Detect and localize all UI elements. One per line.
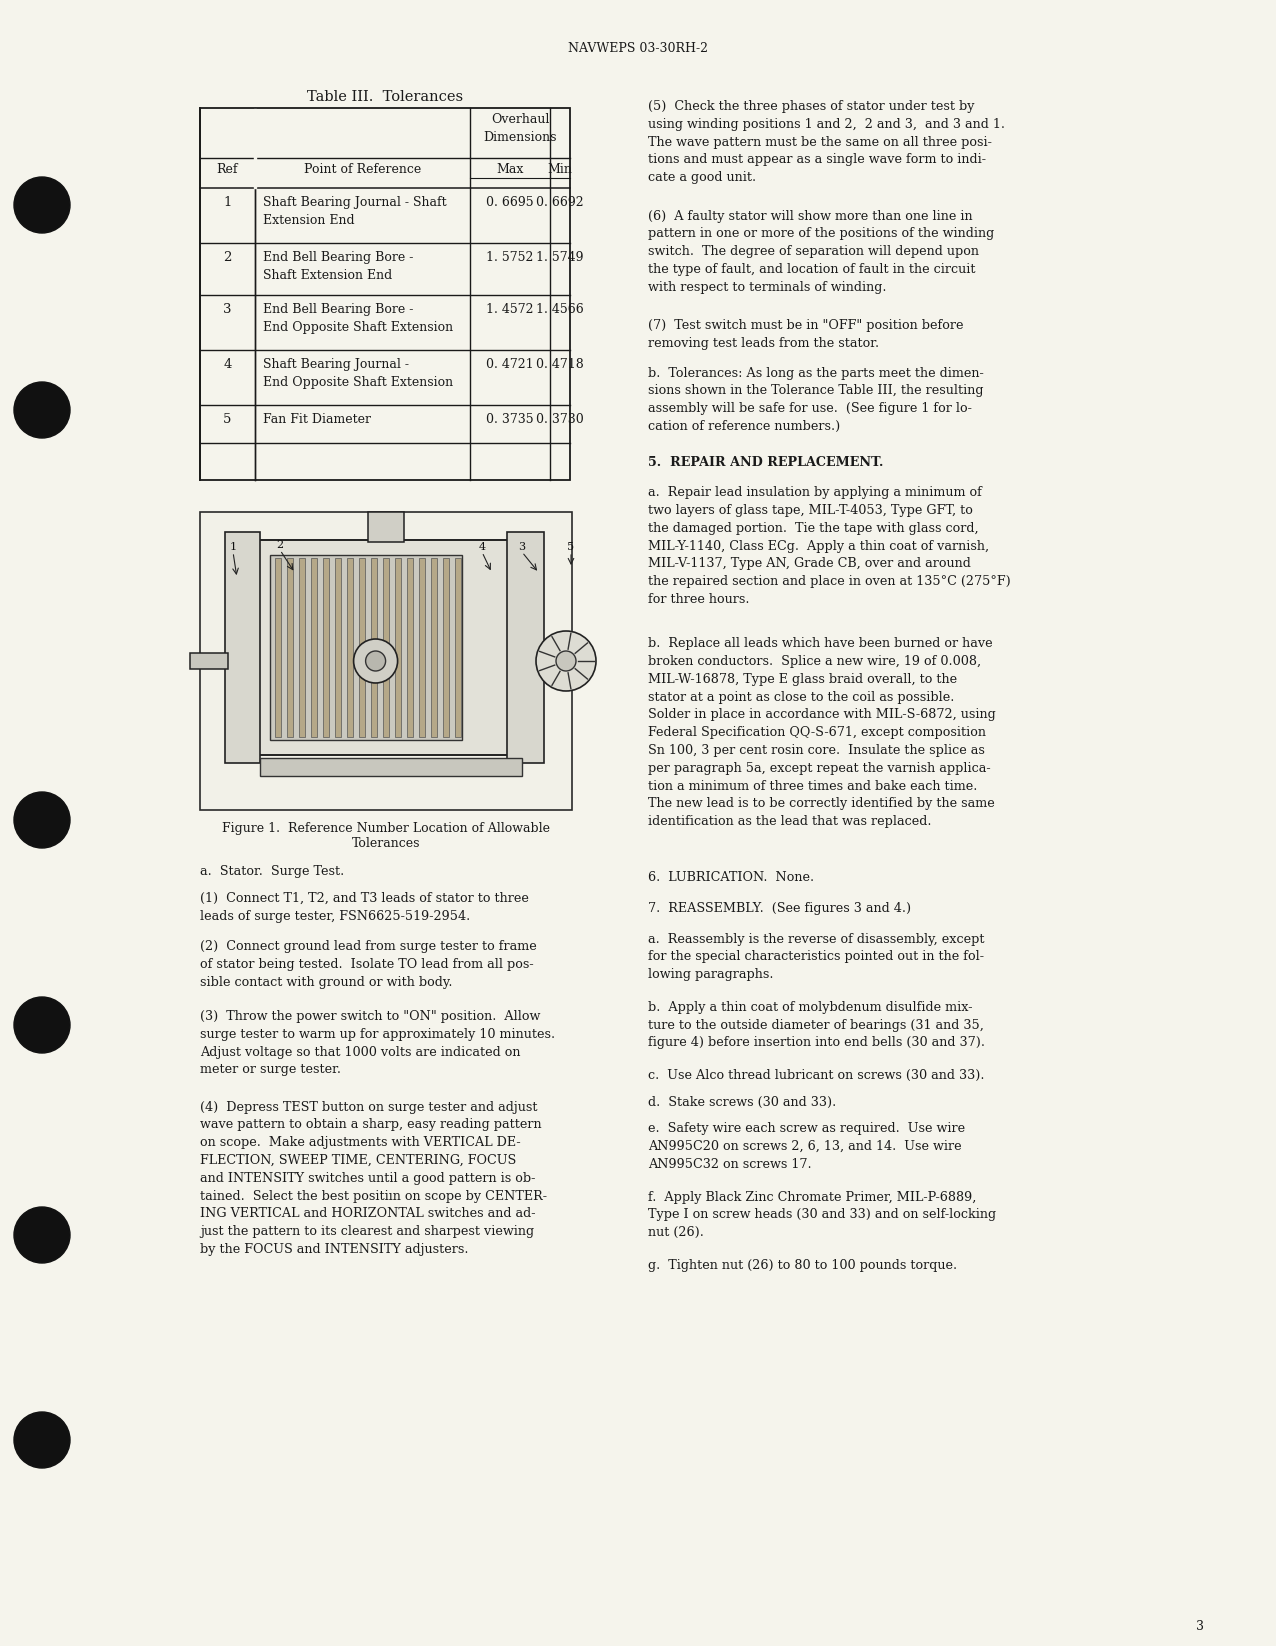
Circle shape	[353, 639, 398, 683]
Text: 0. 4718: 0. 4718	[536, 357, 584, 370]
Circle shape	[366, 652, 385, 672]
Circle shape	[14, 1207, 70, 1262]
Text: b.  Apply a thin coat of molybdenum disulfide mix-
ture to the outside diameter : b. Apply a thin coat of molybdenum disul…	[648, 1001, 985, 1050]
Text: 0. 4721: 0. 4721	[486, 357, 533, 370]
Text: 5: 5	[223, 413, 232, 426]
Text: (2)  Connect ground lead from surge tester to frame
of stator being tested.  Iso: (2) Connect ground lead from surge teste…	[200, 940, 537, 989]
Text: Min: Min	[547, 163, 573, 176]
Text: (7)  Test switch must be in "OFF" position before
removing test leads from the s: (7) Test switch must be in "OFF" positio…	[648, 319, 963, 351]
Text: d.  Stake screws (30 and 33).: d. Stake screws (30 and 33).	[648, 1096, 836, 1109]
Text: 1: 1	[223, 196, 232, 209]
Text: (1)  Connect T1, T2, and T3 leads of stator to three
leads of surge tester, FSN6: (1) Connect T1, T2, and T3 leads of stat…	[200, 892, 528, 923]
Bar	[225, 532, 260, 764]
Circle shape	[14, 382, 70, 438]
Bar	[323, 558, 329, 737]
Text: 0. 3730: 0. 3730	[536, 413, 584, 426]
Text: Fan Fit Diameter: Fan Fit Diameter	[263, 413, 371, 426]
Text: a.  Reassembly is the reverse of disassembly, except
for the special characteris: a. Reassembly is the reverse of disassem…	[648, 933, 985, 981]
Circle shape	[536, 630, 596, 691]
Text: Shaft Bearing Journal -
End Opposite Shaft Extension: Shaft Bearing Journal - End Opposite Sha…	[263, 357, 453, 388]
Text: 1. 5752: 1. 5752	[486, 250, 533, 263]
Text: c.  Use Alco thread lubricant on screws (30 and 33).: c. Use Alco thread lubricant on screws (…	[648, 1068, 985, 1081]
Text: 5.  REPAIR AND REPLACEMENT.: 5. REPAIR AND REPLACEMENT.	[648, 456, 883, 469]
Bar	[419, 558, 425, 737]
Bar	[431, 558, 436, 737]
Bar	[271, 555, 462, 741]
Bar	[371, 558, 376, 737]
Bar	[200, 512, 572, 810]
Text: f.  Apply Black Zinc Chromate Primer, MIL-P-6889,
Type I on screw heads (30 and : f. Apply Black Zinc Chromate Primer, MIL…	[648, 1190, 997, 1239]
Text: NAVWEPS 03-30RH-2: NAVWEPS 03-30RH-2	[568, 43, 708, 54]
Text: e.  Safety wire each screw as required.  Use wire
AN995C20 on screws 2, 6, 13, a: e. Safety wire each screw as required. U…	[648, 1123, 965, 1170]
Bar	[383, 558, 389, 737]
Circle shape	[556, 652, 575, 672]
Text: Figure 1.  Reference Number Location of Allowable: Figure 1. Reference Number Location of A…	[222, 821, 550, 835]
Text: a.  Stator.  Surge Test.: a. Stator. Surge Test.	[200, 866, 345, 877]
Text: b.  Replace all leads which have been burned or have
broken conductors.  Splice : b. Replace all leads which have been bur…	[648, 637, 995, 828]
Circle shape	[14, 1412, 70, 1468]
Bar	[456, 558, 461, 737]
Bar	[287, 558, 293, 737]
Text: Ref: Ref	[217, 163, 239, 176]
Text: Overhaul
Dimensions: Overhaul Dimensions	[484, 114, 556, 143]
Text: 2: 2	[277, 540, 283, 550]
Text: (6)  A faulty stator will show more than one line in
pattern in one or more of t: (6) A faulty stator will show more than …	[648, 209, 994, 293]
Text: End Bell Bearing Bore -
End Opposite Shaft Extension: End Bell Bearing Bore - End Opposite Sha…	[263, 303, 453, 334]
Text: Max: Max	[496, 163, 523, 176]
Text: Table III.  Tolerances: Table III. Tolerances	[308, 91, 463, 104]
Bar	[407, 558, 413, 737]
Text: 3: 3	[518, 542, 526, 551]
Text: Tolerances: Tolerances	[352, 838, 420, 849]
Text: End Bell Bearing Bore -
Shaft Extension End: End Bell Bearing Bore - Shaft Extension …	[263, 250, 413, 281]
Text: 2: 2	[223, 250, 232, 263]
Text: 3: 3	[1196, 1620, 1205, 1633]
Circle shape	[14, 792, 70, 848]
Text: Point of Reference: Point of Reference	[304, 163, 421, 176]
Text: 3: 3	[223, 303, 232, 316]
Text: a.  Repair lead insulation by applying a minimum of
two layers of glass tape, MI: a. Repair lead insulation by applying a …	[648, 486, 1011, 606]
Text: 1: 1	[230, 542, 236, 551]
Text: (5)  Check the three phases of stator under test by
using winding positions 1 an: (5) Check the three phases of stator und…	[648, 100, 1005, 184]
Text: g.  Tighten nut (26) to 80 to 100 pounds torque.: g. Tighten nut (26) to 80 to 100 pounds …	[648, 1259, 957, 1272]
Text: 7.  REASSEMBLY.  (See figures 3 and 4.): 7. REASSEMBLY. (See figures 3 and 4.)	[648, 902, 911, 915]
Bar	[255, 540, 512, 756]
Bar	[200, 109, 570, 481]
Bar	[347, 558, 353, 737]
Text: 0. 6692: 0. 6692	[536, 196, 584, 209]
Bar	[311, 558, 316, 737]
Bar	[396, 558, 401, 737]
Text: (3)  Throw the power switch to "ON" position.  Allow
surge tester to warm up for: (3) Throw the power switch to "ON" posit…	[200, 1011, 555, 1076]
Text: b.  Tolerances: As long as the parts meet the dimen-
sions shown in the Toleranc: b. Tolerances: As long as the parts meet…	[648, 367, 984, 433]
Text: 4: 4	[223, 357, 232, 370]
Bar	[276, 558, 281, 737]
Bar	[299, 558, 305, 737]
Bar	[190, 653, 228, 668]
Text: 1. 4572: 1. 4572	[486, 303, 533, 316]
Bar	[367, 512, 404, 542]
Circle shape	[14, 997, 70, 1053]
Text: 1. 4566: 1. 4566	[536, 303, 584, 316]
Bar	[260, 759, 522, 775]
Bar	[359, 558, 365, 737]
Text: 0. 6695: 0. 6695	[486, 196, 533, 209]
Text: 0. 3735: 0. 3735	[486, 413, 533, 426]
Text: 4: 4	[478, 542, 486, 551]
Text: (4)  Depress TEST button on surge tester and adjust
wave pattern to obtain a sha: (4) Depress TEST button on surge tester …	[200, 1101, 547, 1256]
Bar	[443, 558, 449, 737]
Text: 6.  LUBRICATION.  None.: 6. LUBRICATION. None.	[648, 871, 814, 884]
Text: Shaft Bearing Journal - Shaft
Extension End: Shaft Bearing Journal - Shaft Extension …	[263, 196, 447, 227]
Bar	[254, 109, 255, 188]
Circle shape	[14, 178, 70, 234]
Bar	[507, 532, 544, 764]
Text: 5: 5	[568, 542, 574, 551]
Text: 1. 5749: 1. 5749	[536, 250, 583, 263]
Bar	[336, 558, 341, 737]
